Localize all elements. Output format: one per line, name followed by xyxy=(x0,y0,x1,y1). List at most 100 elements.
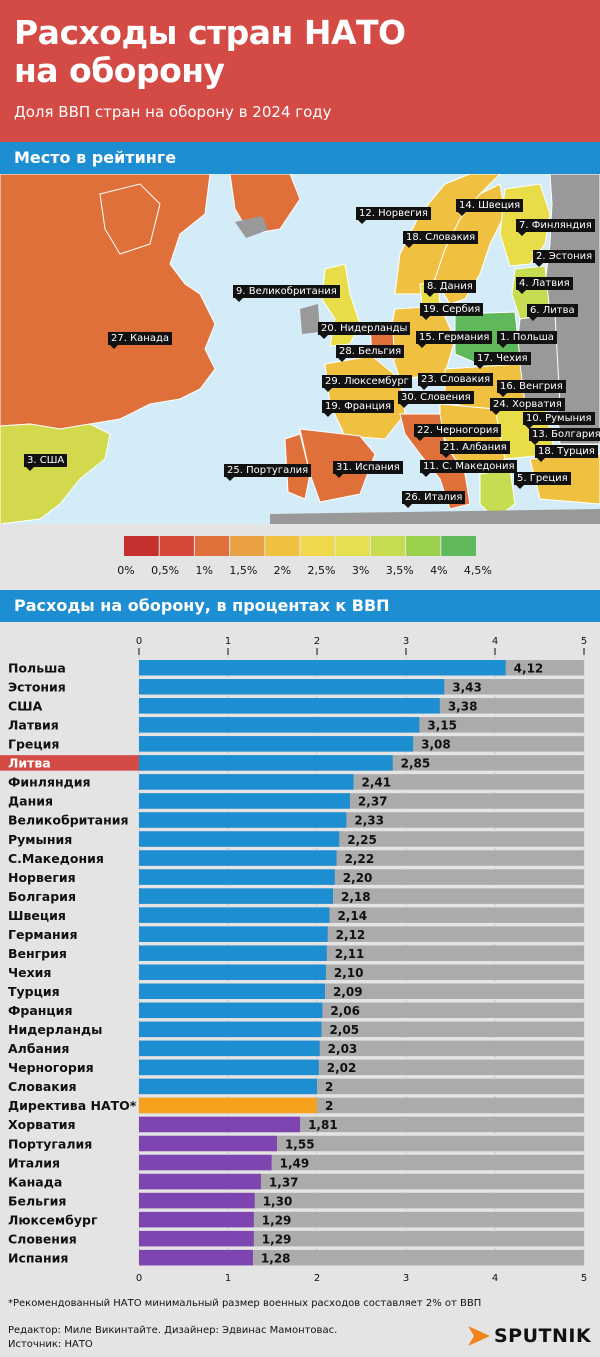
map-usa xyxy=(0,423,111,525)
chart-section-title: Расходы на оборону, в процентах к ВВП xyxy=(0,590,600,622)
map-label: 5. Греция xyxy=(514,472,571,489)
category-label: Эстония xyxy=(8,680,66,695)
value-label: 2,10 xyxy=(334,966,364,980)
legend-ticks: 0% 0,5% 1% 1,5% 2% 2,5% 3% 3,5% 4% 4,5% xyxy=(0,564,600,580)
category-label: Финляндия xyxy=(8,775,91,790)
legend-tick-label: 0,5% xyxy=(151,564,180,577)
map-ireland xyxy=(300,304,320,334)
x-tick-label-top: 3 xyxy=(403,636,409,647)
value-label: 1,29 xyxy=(262,1232,292,1246)
value-label: 4,12 xyxy=(514,662,544,676)
legend-tick-label: 0% xyxy=(117,564,135,577)
bar xyxy=(139,945,327,961)
chart-svg: 0 0 1 1 2 2 3 3 4 4 5 5 Польша 4,12 Эстония 3,43 США 3,38… xyxy=(0,636,587,1284)
value-label: 2,11 xyxy=(335,947,365,961)
legend-scale xyxy=(124,536,477,556)
map-label: 6. Литва xyxy=(527,304,578,321)
x-tick-label-top: 1 xyxy=(225,636,231,647)
legend-swatch xyxy=(159,536,195,556)
map-label: 18. Турция xyxy=(535,445,598,462)
bar xyxy=(139,926,328,942)
value-label: 2,06 xyxy=(330,1004,360,1018)
x-tick-label-bottom: 4 xyxy=(492,1273,498,1284)
sputnik-logo-mark xyxy=(468,1326,490,1346)
category-label: Португалия xyxy=(8,1136,92,1151)
defense-spending-chart: 0 0 1 1 2 2 3 3 4 4 5 5 Польша 4,12 Эстония 3,43 США 3,38… xyxy=(0,622,600,1292)
value-label: 2 xyxy=(325,1099,333,1113)
x-tick-label-top: 4 xyxy=(492,636,498,647)
map-label: 17. Чехия xyxy=(474,352,531,369)
category-label: Болгария xyxy=(8,889,76,904)
legend-swatch xyxy=(194,536,231,556)
value-label: 2,18 xyxy=(341,890,371,904)
credits-authors: Редактор: Миле Викинтайте. Дизайнер: Эдв… xyxy=(8,1325,338,1336)
map-label: 11. С. Македония xyxy=(420,460,518,477)
value-label: 2,09 xyxy=(333,985,363,999)
legend-swatch xyxy=(440,536,477,556)
value-label: 2,85 xyxy=(401,757,431,771)
bar xyxy=(139,1192,255,1209)
value-label: 2,05 xyxy=(329,1023,359,1037)
value-label: 1,30 xyxy=(263,1194,293,1208)
bar xyxy=(139,1211,254,1228)
bar xyxy=(139,660,506,676)
category-label: Латвия xyxy=(8,718,59,733)
map-label: 12. Норвегия xyxy=(356,207,431,224)
category-label: Хорватия xyxy=(8,1117,76,1132)
legend-tick-label: 2% xyxy=(273,564,292,577)
map-label: 25. Португалия xyxy=(224,464,312,481)
map-north-africa xyxy=(270,509,600,524)
map-greenland xyxy=(229,173,301,235)
map-label: 9. Великобритания xyxy=(233,285,340,302)
legend-swatch xyxy=(300,536,336,556)
map-section-title: Место в рейтинге xyxy=(0,142,600,174)
value-label: 2,22 xyxy=(345,852,375,866)
category-label: Норвегия xyxy=(8,870,76,885)
legend-tick-label: 2,5% xyxy=(307,564,336,577)
page-subtitle: Доля ВВП стран на оборону в 2024 году xyxy=(14,103,332,121)
category-label: Албания xyxy=(8,1041,69,1056)
bar xyxy=(139,869,335,885)
map-label: 19. Франция xyxy=(322,400,395,417)
x-tick-label-top: 2 xyxy=(314,636,320,647)
value-label: 2,20 xyxy=(343,871,373,885)
bar xyxy=(139,964,326,980)
value-label: 2,03 xyxy=(328,1042,358,1056)
bar xyxy=(139,1040,320,1057)
value-label: 2,12 xyxy=(336,928,366,942)
bar xyxy=(139,850,337,866)
credits-source: Источник: НАТО xyxy=(8,1339,93,1350)
map-iceland xyxy=(235,216,268,238)
value-label: 1,55 xyxy=(285,1137,315,1151)
value-label: 3,15 xyxy=(427,719,457,733)
category-label: Германия xyxy=(8,927,77,942)
map-label: 19. Сербия xyxy=(420,303,484,320)
category-label: Директива НАТО* xyxy=(8,1098,137,1113)
bar xyxy=(139,1021,322,1038)
value-label: 2,37 xyxy=(358,795,388,809)
bar xyxy=(139,983,326,1000)
map-label: 27. Канада xyxy=(108,332,173,349)
bar xyxy=(139,1116,301,1133)
map-svg xyxy=(0,173,600,525)
category-label: Испания xyxy=(8,1250,68,1265)
x-tick-label-top: 5 xyxy=(581,636,587,647)
bar xyxy=(139,888,334,904)
legend-swatch xyxy=(370,536,407,556)
map-canada-island xyxy=(99,183,161,255)
map-label: 22. Черногория xyxy=(414,424,502,441)
map-label: 21. Албания xyxy=(440,441,510,458)
map-label: 20. Нидерланды xyxy=(318,322,411,339)
category-label: С.Македония xyxy=(8,851,104,866)
legend-tick-label: 1% xyxy=(195,564,213,577)
map-label: 10. Румыния xyxy=(523,412,595,429)
category-label: Дания xyxy=(8,794,53,809)
legend-swatch xyxy=(264,536,301,556)
value-label: 1,29 xyxy=(262,1213,292,1227)
map-label: 26. Италия xyxy=(402,491,466,508)
legend-tick-label: 3,5% xyxy=(385,564,414,577)
title-line-2: на оборону xyxy=(14,51,225,90)
credits: Редактор: Миле Викинтайте. Дизайнер: Эдв… xyxy=(8,1324,337,1352)
bar xyxy=(139,679,445,695)
category-label: Черногория xyxy=(8,1060,94,1075)
